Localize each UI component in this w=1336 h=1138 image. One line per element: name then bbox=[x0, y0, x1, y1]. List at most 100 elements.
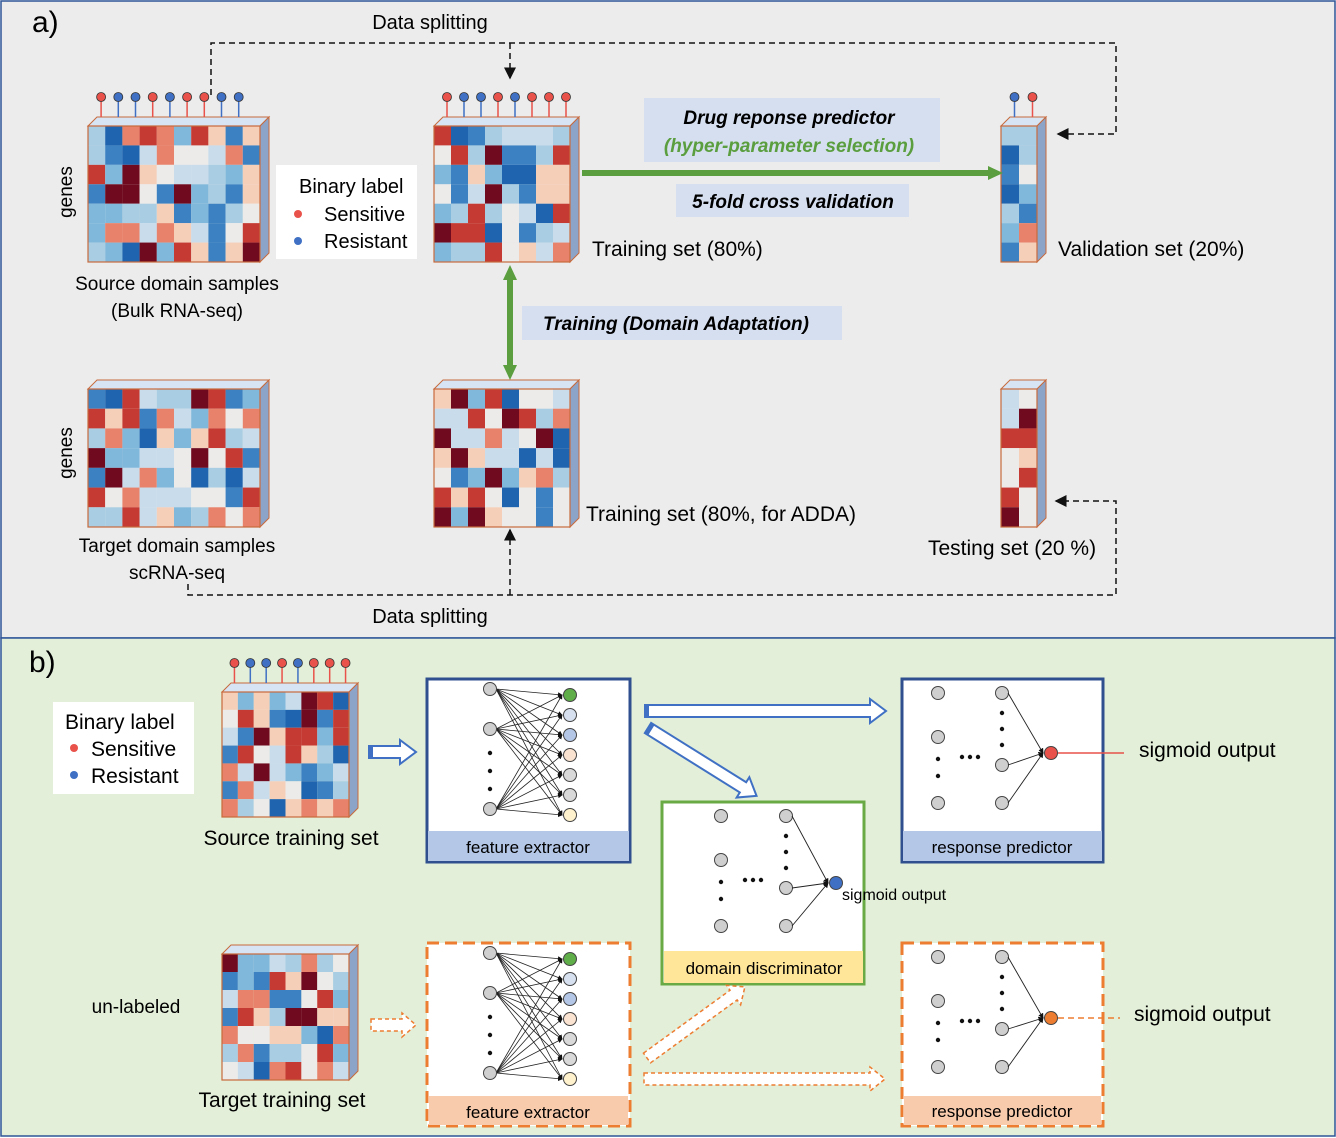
heatmap-cell bbox=[242, 203, 260, 224]
neuron-node-icon bbox=[931, 730, 945, 744]
connection-line bbox=[495, 688, 563, 698]
heatmap-cell bbox=[139, 164, 157, 185]
arrow-icon-fe-to-dd-bottom bbox=[642, 984, 746, 1064]
sigmoid-output-bottom: sigmoid output bbox=[1134, 1003, 1271, 1026]
heatmap-cell bbox=[225, 242, 243, 262]
heatmap-cell bbox=[105, 126, 123, 146]
neuron-node-icon bbox=[931, 796, 945, 810]
heatmap-cell bbox=[285, 1026, 302, 1044]
legend-sensitive-b: Sensitive bbox=[91, 738, 176, 761]
heatmap-top-face bbox=[86, 379, 271, 390]
neuron-node-icon bbox=[931, 994, 945, 1008]
connection-line bbox=[1007, 956, 1044, 1019]
neuron-node-icon bbox=[563, 952, 577, 966]
response-predictor-bottom-label: response predictor bbox=[932, 1102, 1073, 1121]
heatmap-cell bbox=[242, 448, 260, 468]
heatmap-side-face bbox=[348, 943, 359, 1082]
heatmap-cell bbox=[122, 242, 140, 262]
heatmap-cell bbox=[317, 781, 334, 800]
neuron-node-icon bbox=[563, 768, 577, 782]
heatmap-cell bbox=[1001, 389, 1019, 409]
heatmap-cell bbox=[122, 448, 140, 468]
resistant-dot-icon bbox=[164, 92, 175, 102]
heatmap-cell bbox=[1019, 223, 1037, 243]
domain-adaptation-arrow-up bbox=[503, 265, 517, 280]
ellipsis-dot bbox=[742, 877, 748, 883]
sensitive-dot-icon bbox=[340, 658, 351, 668]
heatmap-cell bbox=[1001, 487, 1019, 508]
heatmap-cell bbox=[225, 507, 243, 527]
heatmap-cell bbox=[1001, 408, 1019, 429]
response-predictor-top-network bbox=[931, 686, 1058, 810]
heatmap-cell bbox=[536, 467, 553, 488]
predictor-subtitle: (hyper-parameter selection) bbox=[664, 136, 914, 157]
heatmap-cell bbox=[122, 184, 140, 204]
connection-line bbox=[495, 714, 563, 810]
heatmap-cell bbox=[285, 990, 302, 1008]
heatmap-cell bbox=[88, 164, 106, 185]
ellipsis-dot bbox=[783, 849, 789, 855]
connection-line bbox=[495, 978, 563, 1074]
neuron-node-icon bbox=[563, 1032, 577, 1046]
heatmap-cell bbox=[519, 507, 536, 527]
heatmap-cell bbox=[208, 145, 226, 165]
heatmap-cell bbox=[519, 184, 536, 204]
heatmap-cell bbox=[139, 467, 157, 488]
ellipsis-dot bbox=[487, 768, 493, 774]
ellipsis-dot bbox=[935, 1020, 941, 1026]
heatmap-cell bbox=[1019, 507, 1037, 527]
neuron-node-icon bbox=[563, 748, 577, 762]
ellipsis-dot bbox=[783, 833, 789, 839]
heatmap-cell bbox=[174, 487, 192, 508]
heatmap-cell bbox=[139, 223, 157, 243]
heatmap-cell bbox=[139, 126, 157, 146]
heatmap-cell bbox=[536, 507, 553, 527]
heatmap-cell bbox=[122, 389, 140, 409]
heatmap-cell bbox=[468, 428, 485, 449]
heatmap-cell bbox=[105, 467, 123, 488]
heatmap-icon-target bbox=[86, 378, 271, 529]
resistant-dot-icon bbox=[476, 92, 486, 102]
heatmap-cell bbox=[237, 692, 254, 710]
resistant-dot-icon bbox=[113, 92, 124, 102]
heatmap-cell bbox=[242, 223, 260, 243]
heatmap-cell bbox=[225, 164, 243, 185]
heatmap-cell bbox=[1019, 428, 1037, 449]
connection-line bbox=[495, 728, 563, 738]
heatmap-cell bbox=[553, 223, 570, 243]
heatmap-cell bbox=[191, 408, 209, 429]
neuron-node-icon bbox=[483, 682, 497, 696]
heatmap-cell bbox=[1019, 448, 1037, 468]
heatmap-cell bbox=[122, 203, 140, 224]
heatmap-cell bbox=[1001, 242, 1019, 262]
arrow-icon-fe-to-dd bbox=[643, 721, 758, 799]
heatmap-cell bbox=[237, 727, 254, 746]
heatmap-cell bbox=[485, 126, 502, 146]
heatmap-cell bbox=[242, 487, 260, 508]
heatmap-cell bbox=[242, 389, 260, 409]
heatmap-cell bbox=[536, 448, 553, 468]
heatmap-cell bbox=[208, 242, 226, 262]
heatmap-cell bbox=[468, 242, 485, 262]
heatmap-cell bbox=[191, 467, 209, 488]
neuron-node-icon bbox=[563, 1052, 577, 1066]
sensitive-dot-icon bbox=[561, 92, 571, 102]
ellipsis-dot bbox=[750, 877, 756, 883]
heatmap-cell bbox=[485, 223, 502, 243]
heatmap-cell bbox=[1019, 126, 1037, 146]
heatmap-cell bbox=[553, 507, 570, 527]
heatmap-cell bbox=[222, 727, 238, 746]
heatmap-cell bbox=[225, 145, 243, 165]
heatmap-cell bbox=[225, 467, 243, 488]
heatmap-cell bbox=[269, 1062, 286, 1080]
heatmap-cell bbox=[269, 1026, 286, 1044]
heatmap-cell bbox=[468, 203, 485, 224]
neuron-node-icon bbox=[995, 1022, 1009, 1036]
heatmap-cell bbox=[285, 972, 302, 990]
heatmap-cell bbox=[468, 126, 485, 146]
heatmap-cell bbox=[269, 954, 286, 972]
source-training-set-label: Source training set bbox=[203, 827, 378, 850]
heatmap-cell bbox=[451, 203, 468, 224]
connection-line bbox=[495, 734, 563, 810]
arrow-icon-fe-to-rp-bottom bbox=[643, 1065, 887, 1093]
